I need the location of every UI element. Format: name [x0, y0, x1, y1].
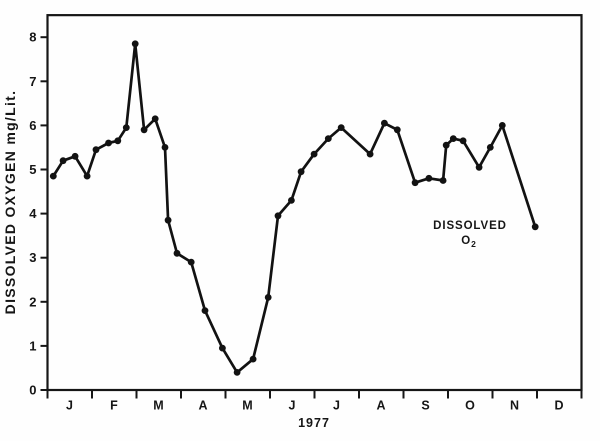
y-axis-tick-label: 0	[29, 383, 36, 398]
data-point-marker	[131, 40, 139, 48]
data-point-marker	[233, 369, 241, 376]
data-point-marker	[264, 294, 272, 301]
data-point-marker	[249, 355, 257, 363]
plot-frame	[46, 14, 583, 392]
data-point-marker	[201, 307, 209, 314]
data-point-marker	[105, 139, 112, 147]
x-axis-month-label: A	[376, 399, 386, 413]
data-point-marker	[475, 163, 483, 171]
data-point-marker	[173, 249, 181, 257]
data-point-marker	[425, 174, 433, 182]
data-point-marker	[411, 179, 419, 187]
data-point-marker	[187, 258, 195, 266]
data-point-marker	[164, 216, 172, 224]
data-point-marker	[83, 172, 91, 180]
data-point-marker	[486, 144, 494, 151]
y-axis-tick-label: 1	[29, 338, 36, 353]
data-point-marker	[151, 115, 159, 123]
data-point-marker	[161, 144, 169, 151]
y-axis-tick-label: 8	[29, 30, 36, 45]
y-axis-tick-label: 3	[29, 250, 36, 265]
x-axis-month-label: D	[554, 399, 564, 413]
x-axis-month-label: M	[242, 399, 253, 413]
data-point-marker	[274, 212, 282, 220]
x-axis-month-label: J	[66, 399, 73, 413]
data-point-marker	[498, 122, 506, 129]
x-axis-month-label: M	[153, 399, 164, 413]
x-axis-month-label: A	[198, 399, 208, 413]
data-point-marker	[449, 135, 457, 143]
x-axis-month-label: J	[333, 399, 340, 413]
data-point-marker	[459, 137, 467, 145]
data-point-marker	[114, 137, 122, 145]
y-axis-tick-label: 2	[29, 294, 36, 309]
data-point-marker	[219, 344, 226, 352]
data-point-marker	[49, 172, 57, 180]
y-axis-tick-label: 4	[29, 206, 37, 221]
data-point-marker	[324, 135, 332, 143]
x-axis-month-label: F	[110, 399, 118, 413]
data-point-marker	[140, 126, 148, 134]
x-axis-month-label: J	[289, 399, 296, 413]
data-point-marker	[288, 197, 295, 204]
y-axis-tick-label: 5	[29, 162, 36, 177]
legend-o2-label: O2	[461, 235, 477, 249]
y-axis-tick-label: 7	[29, 74, 36, 89]
data-point-marker	[71, 152, 79, 160]
data-point-marker	[531, 223, 539, 231]
chart-generated-layer: 0 1 2 3 4 5 6 7 8 J F M A M J J A S O N D	[29, 14, 583, 413]
x-axis-month-label: O	[465, 399, 475, 413]
x-axis-month-label: S	[421, 399, 430, 413]
data-point-marker	[366, 150, 374, 158]
legend-dissolved-label: DISSOLVED	[433, 220, 507, 232]
data-point-marker	[310, 150, 318, 158]
data-point-marker	[337, 124, 345, 131]
data-point-marker	[442, 141, 450, 149]
legend-o2-base: O	[461, 235, 471, 247]
y-axis-title: DISSOLVED OXYGEN mg/Lit.	[2, 90, 18, 315]
data-point-marker	[59, 157, 67, 165]
data-point-marker	[381, 119, 388, 127]
x-axis-month-label: N	[510, 399, 520, 413]
legend-o2-subscript: 2	[471, 239, 477, 249]
y-axis-tick-label: 6	[29, 118, 36, 133]
data-point-marker	[393, 126, 401, 134]
data-point-marker	[92, 146, 100, 154]
x-axis-year-label: 1977	[298, 416, 330, 430]
data-line	[51, 42, 537, 374]
data-point-marker	[297, 168, 305, 176]
data-point-marker	[122, 124, 130, 131]
data-point-marker	[439, 177, 447, 184]
